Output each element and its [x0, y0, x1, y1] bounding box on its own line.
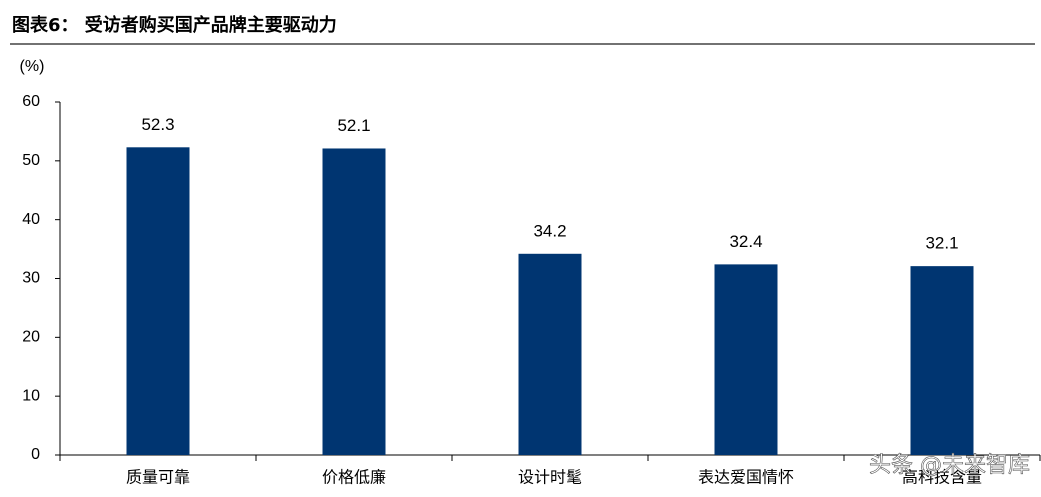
value-label: 52.3	[141, 115, 174, 134]
bar	[126, 147, 190, 455]
y-tick-label: 60	[22, 93, 40, 110]
x-tick-label: 价格低廉	[322, 468, 386, 487]
y-axis-label: (%)	[20, 58, 45, 75]
bar	[910, 266, 974, 455]
chart-title: 图表6： 受访者购买国产品牌主要驱动力	[12, 14, 337, 36]
x-tick-label: 设计时髦	[518, 468, 582, 487]
x-tick-label: 质量可靠	[126, 468, 190, 487]
value-label: 32.1	[925, 234, 958, 253]
bar	[322, 148, 386, 455]
y-tick-label: 50	[22, 152, 40, 169]
value-label: 34.2	[533, 221, 566, 240]
y-tick-label: 0	[31, 446, 40, 463]
y-tick-label: 30	[22, 270, 40, 287]
bar	[714, 264, 778, 455]
y-tick-label: 10	[22, 387, 40, 404]
watermark: 头条 @未来智库	[869, 453, 1030, 478]
value-label: 52.1	[337, 116, 370, 135]
bar	[518, 253, 582, 455]
y-tick-label: 20	[22, 329, 40, 346]
y-tick-label: 40	[22, 211, 40, 228]
x-tick-label: 高科技含量	[902, 468, 982, 487]
value-label: 32.4	[729, 232, 762, 251]
x-tick-label: 表达爱国情怀	[698, 468, 794, 487]
